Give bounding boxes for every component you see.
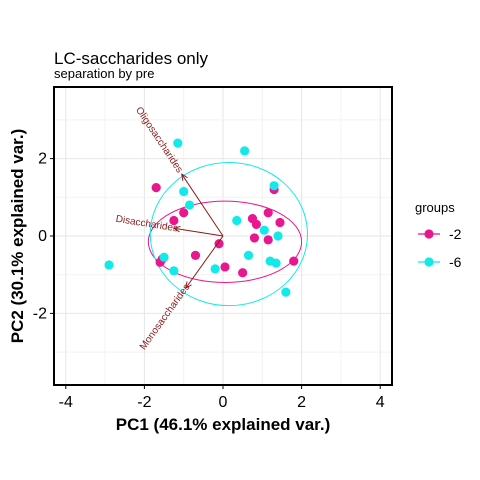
chart-subtitle: separation by pre [54,66,154,81]
legend-title: groups [415,200,455,215]
data-point [184,200,195,210]
data-points [104,138,299,297]
x-tick-label: -2 [137,394,151,411]
loading-arrow [174,228,224,237]
legend-item-label: -6 [449,254,462,270]
legend: groups -2 -6 [415,200,462,270]
data-point [259,225,269,235]
chart-title: LC-saccharides only [54,49,209,68]
x-tick-label: 2 [297,394,306,411]
group-ellipse [147,200,303,283]
data-point [214,239,224,249]
data-point [190,250,201,260]
y-axis-ticks: -2 0 2 [33,151,54,322]
x-tick-label: -4 [59,394,73,411]
data-point [281,287,291,297]
legend-key-point [424,229,434,239]
data-point [238,268,248,278]
grid-lines [54,87,392,385]
data-point [263,235,273,245]
data-point [232,215,242,226]
data-point [104,260,114,270]
data-point [169,266,179,276]
x-tick-label: 4 [376,394,385,411]
data-point [263,208,273,218]
data-point [273,231,283,241]
group-ellipses [147,161,309,307]
y-tick-label: 0 [38,228,47,245]
data-point [173,138,183,148]
x-tick-label: 0 [219,394,228,411]
x-axis-ticks: -4 -2 0 2 4 [59,385,385,411]
data-point [240,146,250,156]
data-point [210,264,220,274]
y-tick-label: -2 [33,305,47,322]
group-ellipse [149,161,309,307]
x-axis-label: PC1 (46.1% explained var.) [116,415,331,434]
y-tick-label: 2 [38,151,47,168]
data-point [179,186,189,197]
data-point [249,233,260,243]
data-point [151,183,161,193]
loading-arrow [186,235,224,288]
data-point [179,208,189,218]
legend-item-label: -2 [449,226,462,242]
data-point [275,217,285,228]
data-point [271,258,281,268]
y-axis-label: PC2 (30.1% explained var.) [8,129,27,344]
data-point [220,262,230,272]
data-point [251,219,262,229]
legend-key-point [424,257,434,267]
data-point [243,250,254,260]
data-point [289,256,299,266]
loading-arrow [182,174,224,237]
data-point [169,215,179,226]
data-point [159,252,169,262]
data-point [269,181,279,191]
